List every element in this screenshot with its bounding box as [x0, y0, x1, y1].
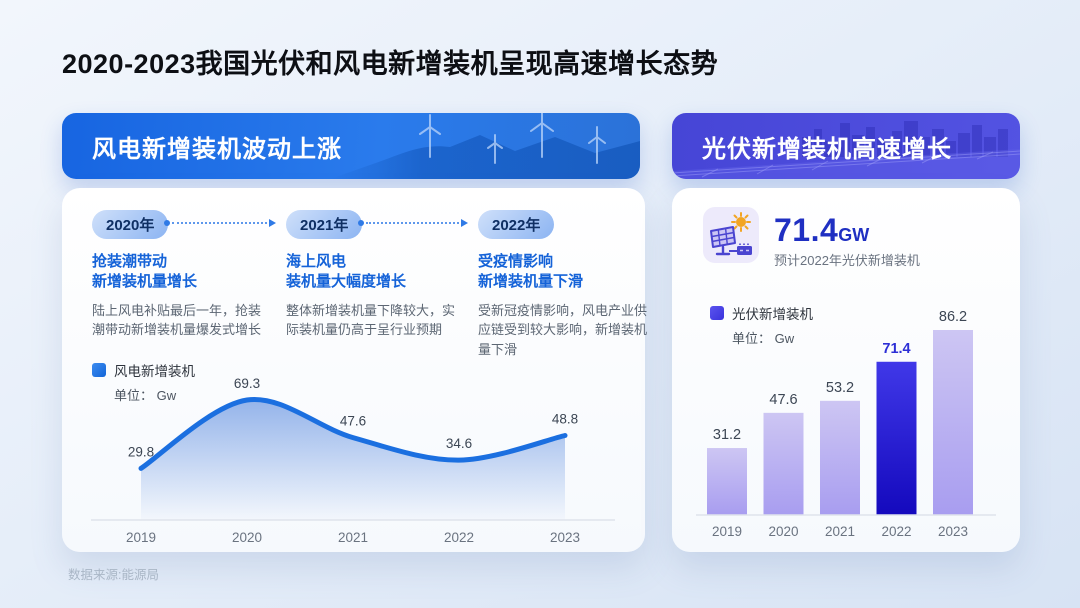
bar — [933, 330, 973, 515]
wind-chart-legend: 风电新增装机 单位： Gw — [92, 360, 195, 404]
timeline-year-pill: 2021年 — [286, 210, 363, 239]
arrow-dotted-line — [172, 222, 267, 224]
timeline-heading: 抢装潮带动 新增装机量增长 — [92, 253, 198, 291]
bar-value-label: 47.6 — [769, 392, 797, 408]
solar-stat-value: 71.4GW — [774, 212, 869, 249]
arrow-dotted-line — [366, 222, 459, 224]
timeline-heading: 受疫情影响 新增装机量下滑 — [478, 253, 584, 291]
arrow-head — [269, 219, 276, 227]
x-tick-label: 2022 — [881, 524, 911, 539]
x-tick-label: 2023 — [938, 524, 968, 539]
x-tick-label: 2019 — [712, 524, 742, 539]
line-value-label: 29.8 — [128, 444, 154, 459]
wind-timeline: 2020年 抢装潮带动 新增装机量增长 陆上风电补贴最后一年，抢装潮带动新增装机… — [62, 188, 647, 363]
bar — [763, 412, 804, 515]
wind-banner-label: 风电新增装机波动上涨 — [92, 135, 342, 163]
bar — [820, 400, 860, 515]
timeline-arrow-icon — [358, 219, 468, 227]
timeline-body: 受新冠疫情影响，风电产业供应链受到较大影响，新增装机量下滑 — [478, 302, 648, 357]
wind-section-banner: 风电新增装机波动上涨 — [62, 113, 640, 179]
wind-turbines-illustration — [330, 113, 640, 179]
line-value-label: 47.6 — [340, 414, 366, 429]
stat-number: 71.4 — [774, 212, 839, 248]
bar-value-label: 53.2 — [826, 380, 854, 396]
timeline-heading: 海上风电 装机量大幅度增长 — [286, 253, 407, 291]
x-tick-label: 2022 — [444, 530, 474, 545]
arrow-head — [461, 219, 468, 227]
solar-legend-unit: 单位： Gw — [732, 331, 795, 346]
x-tick-label: 2020 — [232, 530, 262, 545]
timeline-body: 整体新增装机量下降较大，实际装机量仍高于呈行业预期 — [286, 302, 456, 338]
arrow-dot — [358, 220, 364, 226]
timeline-item-2020: 2020年 抢装潮带动 新增装机量增长 陆上风电补贴最后一年，抢装潮带动新增装机… — [92, 210, 272, 340]
x-tick-label: 2019 — [126, 530, 156, 545]
stat-unit: GW — [838, 225, 870, 245]
timeline-year-pill: 2022年 — [478, 210, 555, 239]
wind-legend-unit: 单位： Gw — [114, 388, 177, 403]
solar-section-banner: 光伏新增装机高速增长 — [672, 113, 1020, 179]
city-solar-illustration — [672, 121, 1020, 179]
wind-card: 2020年 抢装潮带动 新增装机量增长 陆上风电补贴最后一年，抢装潮带动新增装机… — [62, 188, 647, 552]
wind-legend-label: 风电新增装机 — [114, 364, 195, 379]
arrow-dot — [164, 220, 170, 226]
timeline-year-pill: 2020年 — [92, 210, 169, 239]
page-title: 2020-2023我国光伏和风电新增装机呈现高速增长态势 — [62, 49, 719, 79]
bar-value-label: 71.4 — [882, 341, 910, 357]
x-tick-label: 2021 — [825, 524, 855, 539]
line-area-fill — [141, 399, 565, 520]
solar-bar-chart: 31.2 2019 47.6 2020 53.2 2021 71.4 2022 86.2 2023 — [696, 309, 996, 539]
wind-legend-swatch — [92, 363, 106, 377]
bar-highlighted — [876, 361, 917, 515]
line-value-label: 48.8 — [552, 411, 578, 426]
bar-value-label: 86.2 — [939, 309, 967, 325]
solar-banner-label: 光伏新增装机高速增长 — [702, 135, 952, 163]
line-value-label: 69.3 — [234, 376, 260, 391]
x-tick-label: 2023 — [550, 530, 580, 545]
bar — [707, 448, 747, 515]
wind-line-series — [138, 397, 568, 471]
timeline-item-2021: 2021年 海上风电 装机量大幅度增长 整体新增装机量下降较大，实际装机量仍高于… — [286, 210, 466, 340]
solar-legend-swatch — [710, 306, 724, 320]
solar-card: 71.4GW 预计2022年光伏新增装机 光伏新增装机 单位： Gw 31.2 2… — [672, 188, 1020, 552]
solar-legend-label: 光伏新增装机 — [732, 307, 813, 322]
timeline-arrow-icon — [164, 219, 276, 227]
bar-value-label: 31.2 — [713, 427, 741, 443]
x-tick-label: 2020 — [768, 524, 798, 539]
solar-stat-caption: 预计2022年光伏新增装机 — [774, 253, 920, 268]
line-value-label: 34.6 — [446, 436, 472, 451]
timeline-item-2022: 2022年 受疫情影响 新增装机量下滑 受新冠疫情影响，风电产业供应链受到较大影… — [478, 210, 658, 359]
timeline-body: 陆上风电补贴最后一年，抢装潮带动新增装机量爆发式增长 — [92, 302, 262, 338]
solar-chart-legend: 光伏新增装机 单位： Gw — [710, 303, 813, 347]
wind-line-chart: 29.8 2019 69.3 2020 47.6 2021 34.6 2022 48.8 2023 — [91, 376, 615, 545]
x-tick-label: 2021 — [338, 530, 368, 545]
data-source-note: 数据来源:能源局 — [68, 568, 159, 582]
solar-panel-icon — [703, 207, 759, 263]
